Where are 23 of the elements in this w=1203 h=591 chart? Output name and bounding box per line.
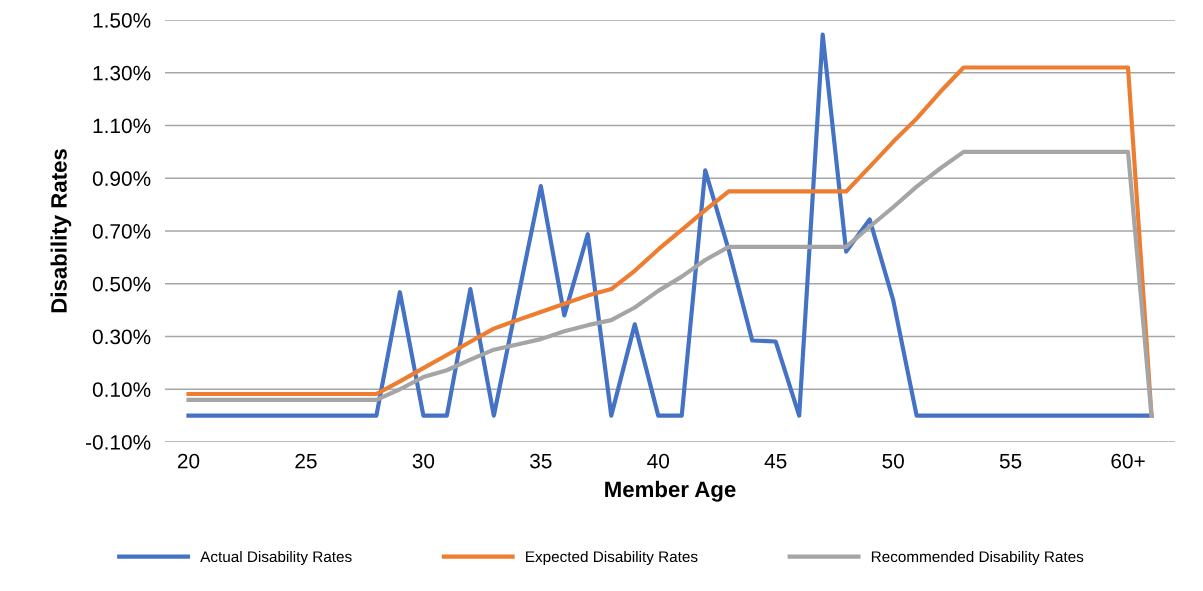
y-tick-label: 0.30% [92,329,151,345]
x-tick-label: 55 [999,453,1022,469]
x-tick-label: 40 [647,453,670,469]
x-tick-label: 25 [295,453,317,469]
x-tick-label: 50 [882,453,904,469]
y-tick-label: 0.90% [92,171,151,186]
legend-label: Actual Disability Rates [200,550,352,566]
y-tick-label: 0.50% [92,276,151,292]
y-tick-label: 1.30% [93,65,151,81]
legend-label: Expected Disability Rates [526,550,698,566]
legend-label: Recommended Disability Rates [871,550,1084,566]
x-tick-label: 30 [412,453,435,469]
y-tick-label: 0.10% [92,382,151,397]
x-tick-label: 45 [764,453,787,469]
y-tick-label: -0.10% [86,435,151,450]
x-tick-label: 60+ [1111,453,1145,469]
x-tick-label: 35 [530,453,552,469]
y-tick-label: 1.50% [93,13,151,28]
y-tick-label: 0.70% [92,224,151,239]
x-tick-label: 20 [177,453,200,469]
y-axis-title: Disability Rates [50,149,72,313]
x-axis-title: Member Age [605,480,736,502]
y-tick-label: 1.10% [93,118,151,134]
